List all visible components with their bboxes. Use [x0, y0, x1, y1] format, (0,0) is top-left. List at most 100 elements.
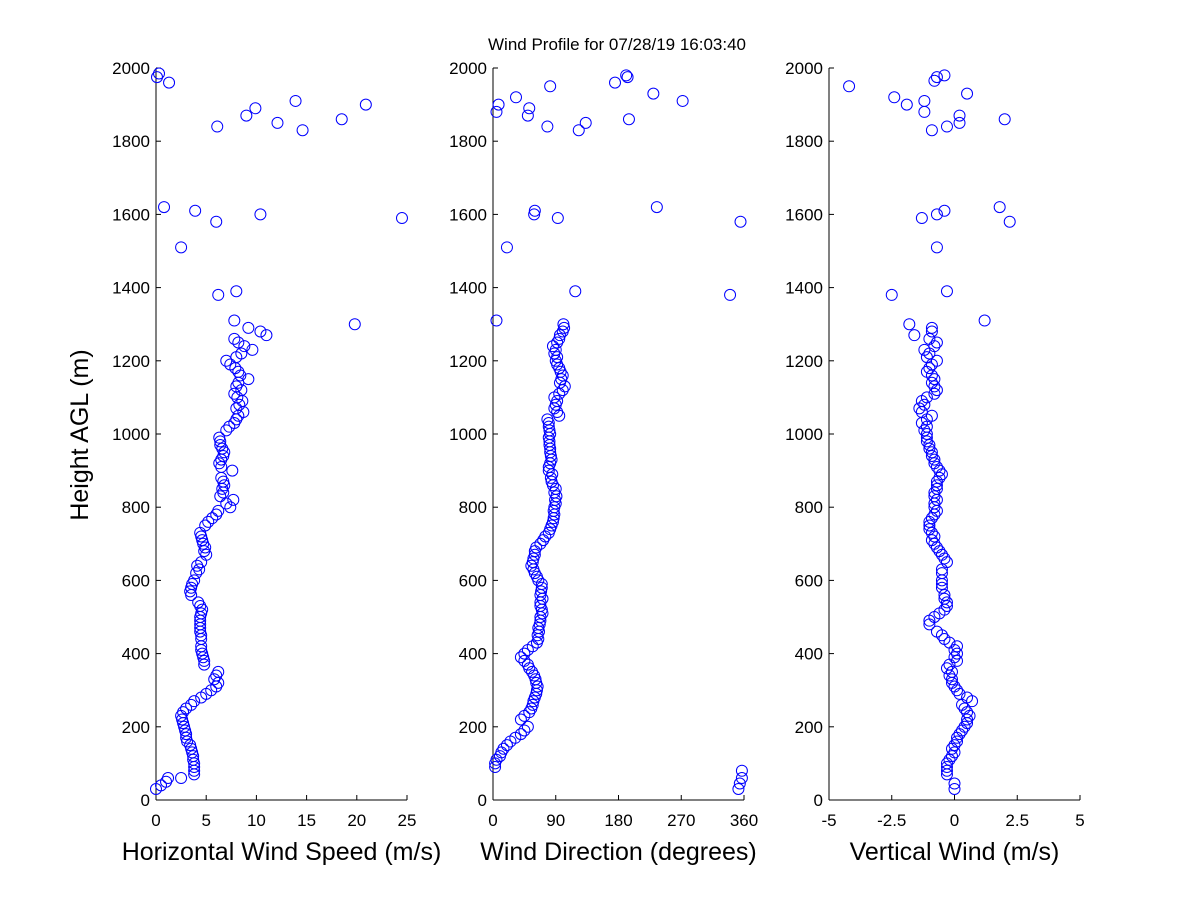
- y-tick-label: 1400: [112, 279, 150, 298]
- data-point: [542, 420, 555, 433]
- data-point: [961, 87, 974, 100]
- y-tick-label: 600: [459, 571, 487, 590]
- data-point: [228, 332, 241, 345]
- data-point: [530, 676, 543, 689]
- data-point: [549, 343, 562, 356]
- data-point: [518, 654, 531, 667]
- data-point: [188, 574, 201, 587]
- data-point: [220, 497, 233, 510]
- data-point: [900, 98, 913, 111]
- data-point: [940, 120, 953, 133]
- data-point: [843, 80, 856, 93]
- data-point: [220, 424, 233, 437]
- y-tick-label: 2000: [785, 59, 823, 78]
- data-point: [158, 201, 171, 214]
- data-point: [212, 504, 225, 517]
- data-point: [928, 486, 941, 499]
- data-point: [249, 102, 262, 115]
- data-point: [557, 318, 570, 331]
- data-point: [542, 464, 555, 477]
- data-point: [1003, 215, 1016, 228]
- data-point: [925, 321, 938, 334]
- data-point: [535, 581, 548, 594]
- data-point: [521, 658, 534, 671]
- data-point: [500, 739, 513, 752]
- y-tick-label: 1000: [112, 425, 150, 444]
- data-point: [579, 116, 592, 129]
- data-point: [928, 380, 941, 393]
- data-point: [242, 321, 255, 334]
- x-tick-label: 20: [347, 811, 366, 830]
- data-point: [521, 109, 534, 122]
- y-tick-label: 200: [122, 718, 150, 737]
- data-point: [951, 640, 964, 653]
- data-point: [925, 376, 938, 389]
- data-point: [199, 519, 212, 532]
- data-point: [189, 204, 202, 217]
- data-point: [948, 783, 961, 796]
- data-point: [993, 201, 1006, 214]
- y-tick-label: 1600: [449, 205, 487, 224]
- data-point: [958, 720, 971, 733]
- data-point: [190, 567, 203, 580]
- data-point: [903, 318, 916, 331]
- x-axis-label: Vertical Wind (m/s): [850, 838, 1060, 866]
- y-tick-label: 2000: [449, 59, 487, 78]
- y-tick-label: 1200: [785, 352, 823, 371]
- data-point: [951, 735, 964, 748]
- data-point: [514, 728, 527, 741]
- data-point: [232, 365, 245, 378]
- y-tick-label: 600: [795, 571, 823, 590]
- data-point: [940, 285, 953, 298]
- data-point: [733, 777, 746, 790]
- data-point: [549, 482, 562, 495]
- y-tick-label: 0: [478, 791, 487, 810]
- x-tick-label: 0: [488, 811, 497, 830]
- y-tick-label: 200: [459, 718, 487, 737]
- data-point: [938, 592, 951, 605]
- y-tick-label: 1800: [449, 132, 487, 151]
- data-point: [933, 471, 946, 484]
- data-point: [951, 647, 964, 660]
- data-point: [523, 102, 536, 115]
- data-point: [184, 739, 197, 752]
- data-point: [521, 720, 534, 733]
- data-point: [163, 76, 176, 89]
- x-tick-label: 15: [297, 811, 316, 830]
- data-point: [224, 501, 237, 514]
- data-point: [541, 120, 554, 133]
- data-point: [647, 87, 660, 100]
- data-point: [930, 336, 943, 349]
- data-point: [920, 428, 933, 440]
- data-point: [335, 113, 348, 126]
- data-point: [296, 124, 309, 137]
- data-point: [271, 116, 284, 129]
- data-point: [948, 680, 961, 693]
- y-tick-label: 800: [459, 498, 487, 517]
- data-point: [650, 201, 663, 214]
- data-point: [238, 340, 251, 353]
- data-point: [930, 241, 943, 254]
- data-point: [490, 314, 503, 327]
- x-axis-label: Wind Direction (degrees): [480, 838, 757, 866]
- data-point: [928, 453, 941, 466]
- x-tick-label: 0: [151, 811, 160, 830]
- data-point: [232, 336, 245, 349]
- y-tick-label: 400: [795, 645, 823, 664]
- data-point: [948, 777, 961, 790]
- data-point: [510, 91, 523, 104]
- data-point: [923, 362, 936, 375]
- data-point: [918, 424, 931, 437]
- y-tick-label: 200: [795, 718, 823, 737]
- data-point: [551, 395, 564, 408]
- data-point: [535, 585, 548, 598]
- data-point: [622, 113, 635, 126]
- data-point: [558, 321, 571, 334]
- y-tick-label: 0: [814, 791, 823, 810]
- y-tick-label: 800: [122, 498, 150, 517]
- data-point: [923, 442, 936, 455]
- data-point: [242, 373, 255, 386]
- data-point: [489, 761, 502, 774]
- data-point: [732, 783, 745, 796]
